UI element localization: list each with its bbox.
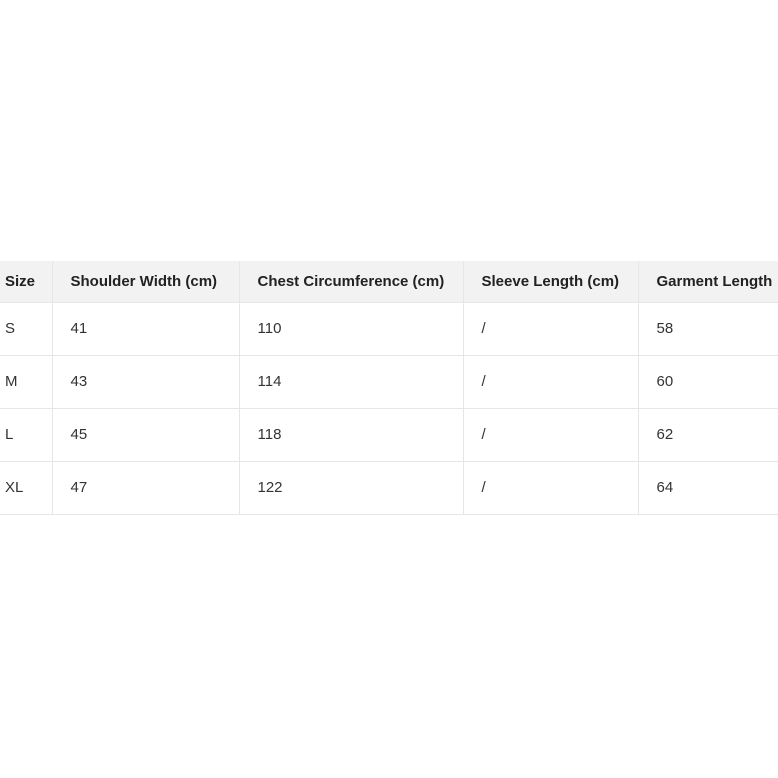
cell-garment-length: 58 [638,302,778,356]
cell-sleeve-length: / [463,302,639,356]
table-row: XL 47 122/64 [0,461,778,515]
header-sleeve-length: Sleeve Length (cm) [463,261,639,303]
cell-shoulder-width: 41 [52,302,240,356]
cell-garment-length: 64 [638,461,778,515]
cell-size: M [0,355,53,409]
header-size: Size [0,261,53,303]
cell-size: L [0,408,53,462]
cell-shoulder-width: 43 [52,355,240,409]
header-garment-length: Garment Length [638,261,778,303]
cell-sleeve-length: / [463,461,639,515]
cell-chest-circumference: 118 [239,408,464,462]
cell-garment-length: 62 [638,408,778,462]
size-chart-table: Size Shoulder Width (cm) Chest Circumfer… [0,261,778,515]
cell-sleeve-length: / [463,408,639,462]
table-row: L 45 118/62 [0,408,778,462]
cell-chest-circumference: 110 [239,302,464,356]
cell-size: S [0,302,53,356]
table-row: M 43 114/60 [0,355,778,409]
cell-size: XL [0,461,53,515]
cell-chest-circumference: 122 [239,461,464,515]
cell-shoulder-width: 47 [52,461,240,515]
cell-chest-circumference: 114 [239,355,464,409]
cell-garment-length: 60 [638,355,778,409]
cell-sleeve-length: / [463,355,639,409]
header-chest-circumference: Chest Circumference (cm) [239,261,464,303]
header-row: Size Shoulder Width (cm) Chest Circumfer… [0,261,778,303]
header-shoulder-width: Shoulder Width (cm) [52,261,240,303]
table-row: S 41 110/58 [0,302,778,356]
cell-shoulder-width: 45 [52,408,240,462]
